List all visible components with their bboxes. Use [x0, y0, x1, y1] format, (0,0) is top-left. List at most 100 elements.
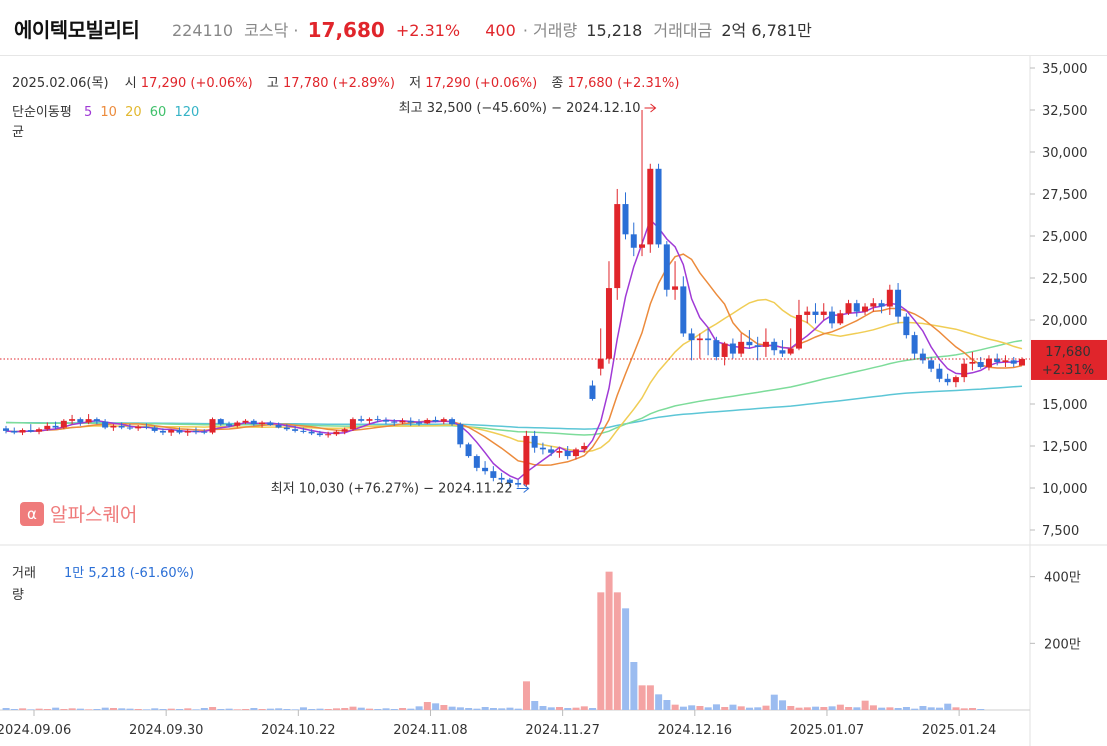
ma-period-20: 20	[125, 105, 142, 120]
volume-bar	[200, 708, 208, 710]
volume-bar	[291, 709, 299, 710]
candle-body	[490, 471, 497, 478]
volume-bar	[118, 708, 126, 710]
volume-bar	[498, 708, 506, 710]
ma60-line	[5, 339, 1023, 436]
volume-bar	[671, 704, 679, 710]
volume-bar	[43, 709, 51, 710]
ohlc-date: 2025.02.06(목)	[12, 76, 109, 91]
volume-bar	[638, 685, 646, 710]
volume-bar	[399, 708, 407, 710]
high-arrow-icon	[644, 103, 657, 113]
ohlc-info: 2025.02.06(목) 시 17,290 (+0.06%) 고 17,780…	[12, 72, 679, 91]
candle-body	[292, 429, 299, 431]
volume-bar	[143, 709, 151, 710]
candle-body	[870, 303, 877, 307]
candle-body	[267, 422, 274, 425]
volume-bar	[779, 700, 787, 710]
candle-body	[762, 341, 769, 347]
candle-body	[581, 446, 588, 450]
candle-body	[936, 368, 943, 379]
volume-bar	[109, 708, 117, 710]
current-price-tag	[1031, 339, 1107, 380]
candle-body	[572, 449, 579, 457]
candle-body	[985, 358, 992, 368]
candle-body	[969, 362, 976, 364]
volume-bar	[944, 703, 952, 710]
candle-body	[440, 419, 447, 422]
date-tick-label: 2024.09.06	[0, 723, 71, 738]
candle-body	[911, 335, 918, 354]
volume-bar	[382, 708, 390, 710]
volume-bar	[712, 704, 720, 710]
candle-body	[234, 422, 241, 426]
volume-bar	[572, 707, 580, 710]
volume-bar	[853, 707, 861, 710]
volume-bar	[729, 704, 737, 710]
candle-body	[895, 289, 902, 317]
candle-body	[27, 430, 34, 432]
ma-legend[interactable]: 단순이동평 5 10 20 60 120	[12, 101, 199, 120]
volume-bar	[275, 708, 283, 710]
candle-body	[341, 429, 348, 432]
volume-bar	[696, 706, 704, 710]
candle-body	[878, 303, 885, 307]
volume-bar	[679, 706, 687, 710]
close-value: 17,680 (+2.31%)	[567, 76, 680, 91]
alphasquare-logo-icon: α	[20, 501, 44, 526]
candle-body	[36, 429, 43, 432]
high-annotation: 최고 32,500 (−45.60%) − 2024.12.10	[399, 101, 641, 116]
volume-bar	[803, 707, 811, 710]
price-tick-label: 15,000	[1042, 398, 1088, 413]
candle-body	[812, 311, 819, 315]
candle-body	[639, 244, 646, 248]
volume-bar	[390, 709, 398, 710]
low-annotation: 최저 10,030 (+76.27%) − 2024.11.22	[271, 481, 513, 496]
ma-period-5: 5	[83, 105, 93, 120]
volume-bar	[547, 707, 555, 710]
candle-body	[93, 419, 100, 422]
candle-body	[564, 451, 571, 457]
volume-bar	[795, 707, 803, 710]
price-tick-label: 10,000	[1042, 482, 1088, 497]
volume-legend-label: 거래	[12, 566, 36, 581]
close-label: 종	[551, 76, 564, 91]
candle-body	[738, 341, 745, 354]
current-price-tag-change: +2.31%	[1042, 363, 1094, 378]
stock-name: 에이텍모빌리티	[14, 18, 140, 42]
price-tick-label: 20,000	[1042, 314, 1088, 329]
candle-body	[531, 435, 538, 448]
candle-body	[168, 430, 175, 433]
candle-body	[382, 419, 389, 422]
candle-body	[630, 234, 637, 248]
volume-bar	[935, 707, 943, 710]
volume-bar	[655, 694, 663, 710]
volume-bar	[746, 707, 753, 710]
volume-bar	[19, 708, 27, 710]
candle-body	[919, 353, 926, 361]
candle-body	[556, 451, 563, 453]
volume-bar	[76, 708, 84, 710]
candle-body	[771, 341, 778, 351]
volume-bar	[357, 707, 365, 710]
volume-bar	[324, 709, 332, 710]
high-value: 17,780 (+2.89%)	[283, 76, 395, 91]
candle-body	[795, 314, 802, 349]
ma-legend-label-2: 균	[12, 125, 24, 140]
volume-bar	[812, 706, 820, 710]
candle-body	[192, 430, 199, 432]
volume-bar	[688, 705, 696, 710]
volume-bar	[911, 708, 919, 710]
volume-bar	[225, 708, 233, 710]
ma20-line	[5, 298, 1023, 453]
date-tick-label: 2024.11.27	[525, 723, 599, 738]
candle-body	[358, 419, 365, 421]
volume-bar	[250, 708, 258, 710]
stock-market: 코스닥 ·	[244, 21, 299, 40]
volume-bar	[663, 700, 671, 710]
volume-bar	[531, 701, 539, 710]
stock-header: 에이텍모빌리티 224110 코스닥 · 17,680 +2.31% 400 ·…	[0, 0, 1107, 56]
volume-bar	[184, 708, 192, 710]
candle-body	[713, 340, 720, 357]
